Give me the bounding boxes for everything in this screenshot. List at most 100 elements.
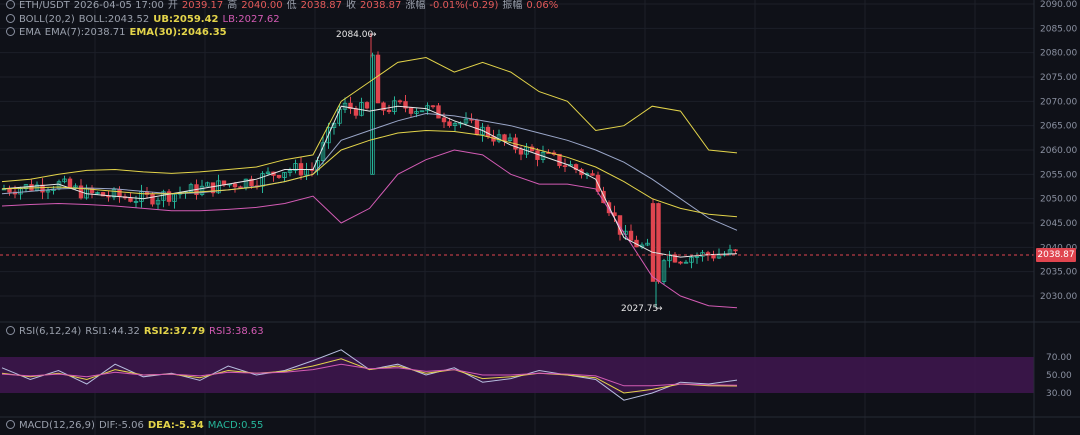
- candle-body: [557, 153, 562, 167]
- low-mark-label: 2027.75: [621, 304, 658, 314]
- candle-body: [419, 110, 425, 113]
- candle-body: [205, 182, 210, 187]
- candle-body: [73, 185, 78, 188]
- candle-body: [232, 183, 238, 188]
- close-value: 2038.87: [360, 0, 402, 11]
- rsi-label: RSI(6,12,24): [19, 326, 82, 337]
- price-tick-label: 2085.00: [1040, 24, 1077, 34]
- change-label: 涨幅: [405, 0, 426, 11]
- candle-body: [40, 184, 45, 193]
- pair-label: ETH/USDT: [19, 0, 70, 11]
- boll-ub: UB:2059.42: [153, 14, 219, 25]
- price-tick-label: 2050.00: [1040, 195, 1077, 205]
- price-tick-label: 2045.00: [1040, 219, 1077, 229]
- candle-body: [430, 105, 436, 108]
- low-label: 低: [286, 0, 297, 11]
- candle-body: [348, 102, 353, 110]
- change-value: -0.01%(-0.29): [429, 0, 499, 11]
- candle-body: [282, 171, 287, 178]
- rsi-lines: [1, 349, 738, 401]
- candle-body: [711, 254, 716, 259]
- candle-body: [441, 117, 447, 123]
- candle-body: [166, 191, 172, 202]
- candle-body: [364, 102, 370, 109]
- candle-body: [656, 203, 661, 282]
- rsi2-value: RSI2:37.79: [143, 326, 206, 337]
- candle-body: [216, 180, 221, 194]
- candle-body: [111, 189, 117, 198]
- candle-body: [117, 189, 122, 198]
- candle-body: [414, 111, 419, 114]
- open-value: 2039.17: [181, 0, 224, 11]
- macd-value: MACD:0.55: [207, 420, 264, 431]
- candle-body: [100, 192, 106, 197]
- boll-mid: BOLL:2043.52: [78, 14, 150, 25]
- candle-body: [375, 54, 381, 104]
- eye-icon[interactable]: [6, 326, 15, 335]
- candle-body: [150, 194, 155, 205]
- candle-body: [733, 249, 738, 252]
- candle-body: [249, 178, 254, 187]
- candle-body: [397, 100, 403, 103]
- boll-header: BOLL(20,2) BOLL:2043.52 UB:2059.42 LB:2027.…: [6, 14, 284, 26]
- series-line-lb: [1, 149, 738, 309]
- candle-body: [408, 107, 414, 114]
- candle-body: [562, 165, 568, 168]
- candle-body: [678, 261, 683, 264]
- candle-body: [67, 178, 73, 188]
- eye-icon[interactable]: [6, 27, 15, 36]
- rsi-line-rsi2: [1, 358, 738, 394]
- candle-body: [628, 230, 634, 241]
- candle-body: [381, 102, 386, 111]
- candle-body: [188, 184, 194, 193]
- price-tick-label: 2030.00: [1040, 292, 1077, 302]
- eye-icon[interactable]: [6, 420, 15, 429]
- candle-body: [474, 119, 480, 136]
- price-tick-label: 2075.00: [1040, 73, 1077, 83]
- indicator-lines: [1, 56, 738, 309]
- dif-value: DIF:-5.06: [98, 420, 144, 431]
- candle-body: [645, 242, 650, 246]
- series-line-ema30: [1, 129, 738, 218]
- candle-body: [326, 127, 331, 144]
- candle-body: [507, 137, 513, 142]
- ohlc-header: ETH/USDT 2026-04-05 17:00 开 2039.17 高 2040.00…: [6, 0, 562, 12]
- series-line-ema7: [1, 105, 738, 258]
- high-mark-arrow: →: [369, 30, 377, 40]
- rsi-header: RSI(6,12,24) RSI1:44.32 RSI2:37.79 RSI3:38.…: [6, 326, 268, 338]
- candle-body: [485, 126, 491, 138]
- price-tick-label: 2035.00: [1040, 268, 1077, 278]
- candle-body: [95, 192, 100, 194]
- price-tick-label: 2090.00: [1040, 0, 1077, 10]
- candle-body: [403, 101, 408, 109]
- candle-body: [370, 54, 375, 175]
- candle-body: [45, 190, 51, 193]
- candle-body: [502, 134, 507, 142]
- eye-icon[interactable]: [6, 14, 15, 23]
- dea-value: DEA:-5.34: [147, 420, 204, 431]
- low-value: 2038.87: [300, 0, 342, 11]
- candle-body: [590, 173, 595, 176]
- candle-body: [700, 252, 705, 257]
- ema7-value: EMA(7):2038.71: [44, 27, 126, 38]
- boll-lb: LB:2027.62: [222, 14, 280, 25]
- macd-header: MACD(12,26,9) DIF:-5.06 DEA:-5.34 MACD:0.55: [6, 420, 267, 432]
- macd-label: MACD(12,26,9): [19, 420, 95, 431]
- high-label: 高: [227, 0, 238, 11]
- series-line-boll: [1, 112, 738, 231]
- close-label: 收: [346, 0, 356, 11]
- candle-body: [133, 200, 139, 203]
- price-tick-label: 2060.00: [1040, 146, 1077, 156]
- candle-body: [210, 182, 216, 194]
- time-label: 2026-04-05 17:00: [73, 0, 164, 11]
- candle-body: [689, 256, 694, 263]
- series-line-ub: [1, 56, 738, 183]
- candle-body: [716, 254, 722, 259]
- grid: [0, 0, 1034, 435]
- candle-body: [694, 255, 700, 258]
- candle-body: [436, 105, 441, 119]
- eye-icon[interactable]: [6, 0, 15, 9]
- ema-header: EMA EMA(7):2038.71 EMA(30):2046.35: [6, 27, 231, 39]
- rsi-tick-label: 70.00: [1046, 353, 1072, 363]
